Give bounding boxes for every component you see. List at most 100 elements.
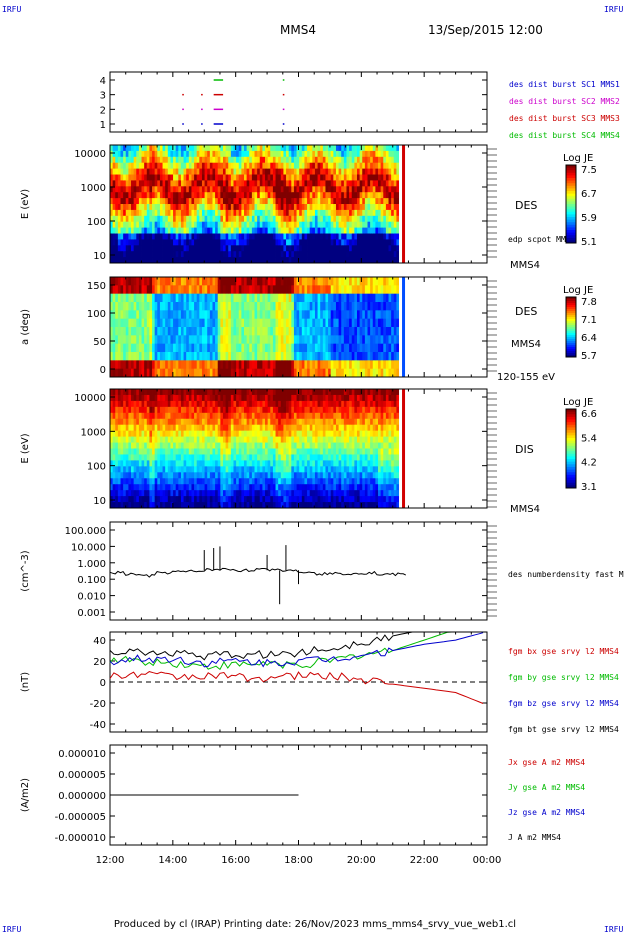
dis-energy-cell xyxy=(196,496,200,503)
des-pitch-cell xyxy=(117,277,121,286)
des-pitch-cell xyxy=(338,360,342,370)
des-pitch-cell xyxy=(178,293,182,303)
des-pitch-cell xyxy=(351,327,355,336)
dis-energy-cell xyxy=(175,412,179,420)
des-energy-cell xyxy=(110,233,114,240)
des-energy-cell xyxy=(291,174,295,181)
des-energy-cell xyxy=(238,257,242,264)
dis-energy-cell xyxy=(275,442,279,449)
des-pitch-cell xyxy=(278,360,282,370)
dis-energy-cell xyxy=(141,394,145,402)
des-pitch-cell xyxy=(228,277,232,286)
des-pitch-cell xyxy=(175,327,179,336)
des-pitch-cell xyxy=(335,335,339,345)
dis-energy-cell xyxy=(207,484,211,491)
dis-energy-cell xyxy=(125,436,129,443)
des-energy-cell xyxy=(299,174,303,181)
dis-energy-cell xyxy=(157,490,161,497)
des-energy-cell xyxy=(328,239,332,246)
des-pitch-cell xyxy=(173,310,177,320)
dis-energy-cell xyxy=(267,478,271,485)
des-energy-cell xyxy=(262,239,266,246)
des-energy-cell xyxy=(125,156,129,164)
des-pitch-cell xyxy=(133,310,137,320)
des-energy-cell xyxy=(228,221,232,228)
des-pitch-cell xyxy=(249,302,253,311)
des-energy-colorbar-cell xyxy=(566,193,576,197)
des-energy-cell xyxy=(162,233,166,240)
des-pitch-cell xyxy=(351,335,355,345)
des-pitch-cell xyxy=(199,335,203,345)
dis-energy-cell xyxy=(246,454,250,461)
des-pitch-cell xyxy=(372,310,376,320)
dis-energy-cell xyxy=(230,478,234,485)
des-energy-cell xyxy=(215,221,219,228)
des-pitch-cell xyxy=(162,285,166,295)
dis-energy-cell xyxy=(133,496,137,503)
dis-energy-cell xyxy=(196,424,200,432)
dis-energy-cell xyxy=(146,430,150,437)
dis-energy-cell xyxy=(167,478,171,485)
des-pitch-cell xyxy=(307,285,311,295)
dis-energy-cell xyxy=(154,454,158,461)
des-energy-cell xyxy=(375,257,379,264)
des-pitch-cell xyxy=(375,352,379,361)
des-energy-cell xyxy=(123,168,127,175)
des-energy-cell xyxy=(236,162,240,169)
des-energy-cell xyxy=(362,245,366,252)
des-pitch-cell xyxy=(325,335,329,345)
des-energy-cell xyxy=(385,198,389,205)
des-pitch-cell xyxy=(110,327,114,336)
dis-energy-cell xyxy=(215,412,219,420)
des-pitch-cell xyxy=(191,318,195,328)
des-pitch-cell xyxy=(314,368,318,378)
des-energy-cell xyxy=(286,156,290,164)
des-energy-cell xyxy=(165,168,169,175)
des-energy-cell xyxy=(196,233,200,240)
dis-energy-cell xyxy=(251,418,255,426)
des-energy-cell xyxy=(280,245,284,252)
des-pitch-cell xyxy=(230,327,234,336)
dis-energy-cell xyxy=(272,448,276,455)
des-energy-cell xyxy=(133,251,137,258)
des-energy-cell xyxy=(128,245,132,252)
des-pitch-cell xyxy=(217,352,221,361)
dis-energy-cell xyxy=(123,490,127,497)
des-energy-cell xyxy=(249,209,253,217)
des-energy-cell xyxy=(238,204,242,211)
des-energy-cell xyxy=(128,162,132,169)
dis-energy-cell xyxy=(157,454,161,461)
des-pitch-cell xyxy=(165,285,169,295)
des-pitch-cell xyxy=(301,368,305,378)
des-pitch-cell xyxy=(388,293,392,303)
des-energy-cell xyxy=(286,168,290,175)
dis-energy-cell xyxy=(212,490,216,497)
des-pitch-cell xyxy=(322,360,326,370)
des-energy-cell xyxy=(380,150,384,158)
dis-energy-cell xyxy=(199,394,203,402)
dis-energy-cell xyxy=(188,502,192,509)
dis-energy-cell xyxy=(188,394,192,402)
dis-energy-cell xyxy=(110,406,114,414)
dis-energy-cell xyxy=(257,412,261,420)
des-energy-cell xyxy=(220,204,224,211)
des-energy-cell xyxy=(307,192,311,199)
des-energy-cell xyxy=(246,245,250,252)
des-energy-cell xyxy=(341,233,345,240)
des-energy-cell xyxy=(251,251,255,258)
des-pitch-cell xyxy=(136,302,140,311)
dis-energy-cell xyxy=(230,418,234,426)
des-energy-cell xyxy=(393,209,397,217)
des-pitch-cell xyxy=(296,360,300,370)
des-energy-cell xyxy=(270,186,274,193)
des-energy-cell xyxy=(325,239,329,246)
des-energy-cell xyxy=(217,204,221,211)
dis-energy-cell xyxy=(267,484,271,491)
des-pitch-cell xyxy=(136,310,140,320)
dis-energy-cell xyxy=(173,454,177,461)
des-pitch-cell xyxy=(157,343,161,353)
des-pitch-cell xyxy=(188,277,192,286)
des-energy-cell xyxy=(270,198,274,205)
des-energy-cell xyxy=(180,198,184,205)
des-energy-cell xyxy=(388,227,392,234)
